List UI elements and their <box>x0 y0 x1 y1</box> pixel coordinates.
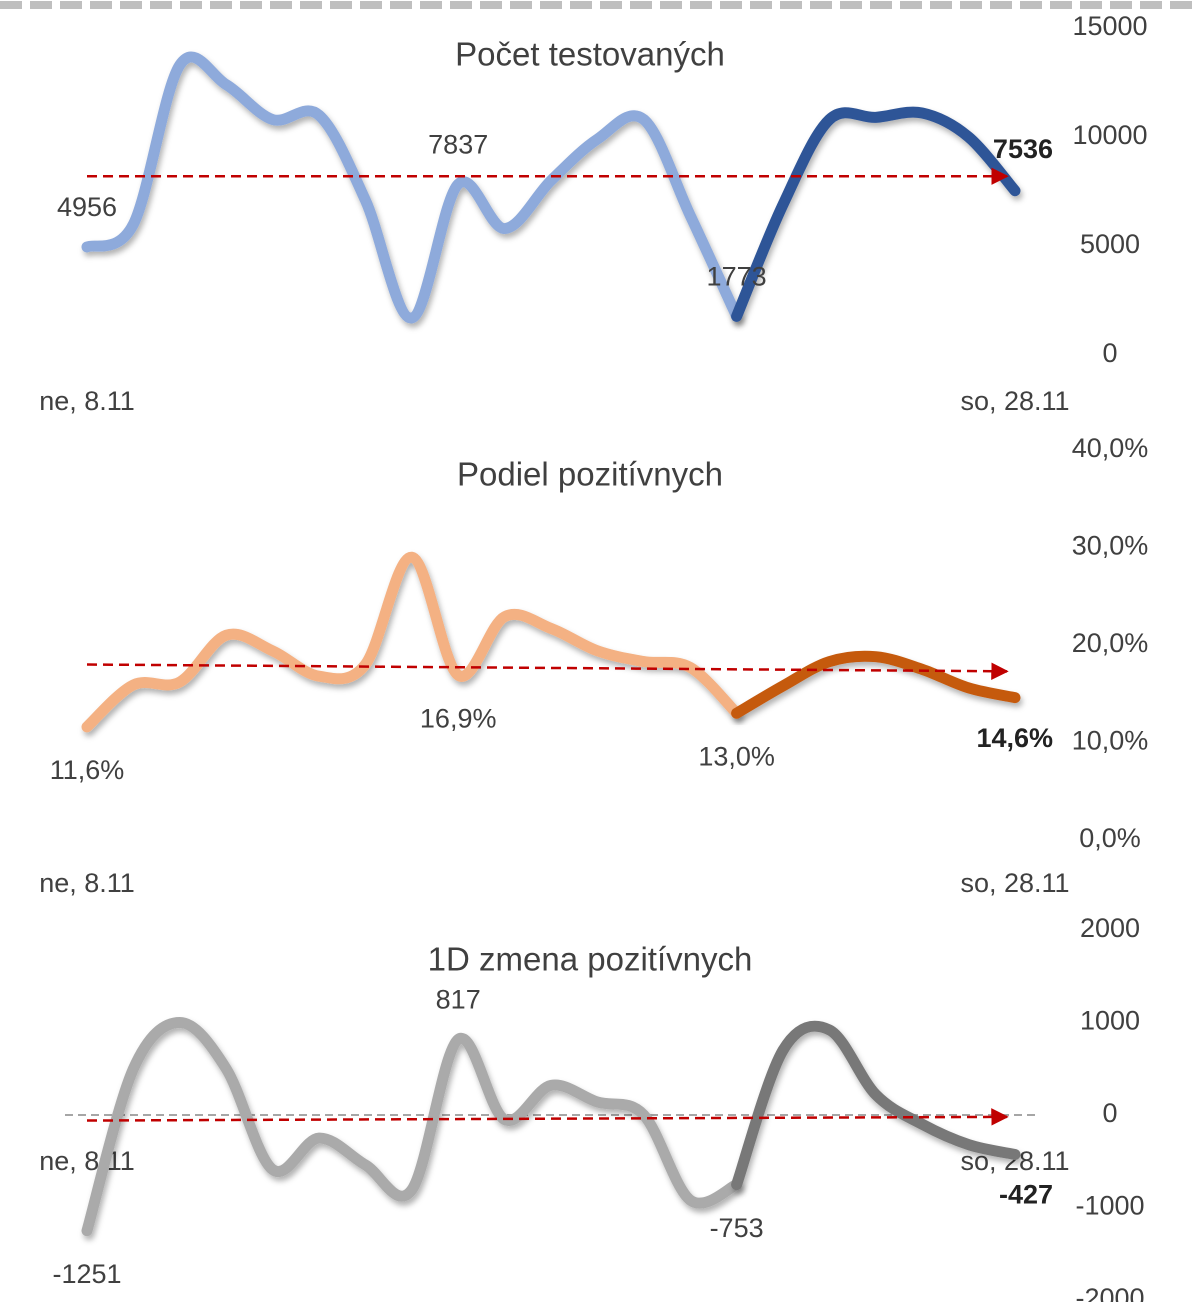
data-label: 14,6% <box>976 723 1053 753</box>
data-label: 11,6% <box>50 755 125 785</box>
trend-line <box>86 1108 1009 1126</box>
data-label: -753 <box>710 1213 764 1243</box>
y-tick-label: 5000 <box>1080 229 1140 259</box>
y-tick-label: 20,0% <box>1072 628 1149 658</box>
data-label: 817 <box>436 985 481 1015</box>
series-line <box>731 106 1021 322</box>
series-line <box>81 51 743 324</box>
chart-title: 1D zmena pozitívnych <box>428 941 753 978</box>
series-line <box>81 1016 743 1237</box>
data-label: 13,0% <box>698 741 775 771</box>
x-tick-label: ne, 8.11 <box>39 1146 135 1176</box>
x-tick-label: so, 28.11 <box>960 868 1069 898</box>
data-label: 1773 <box>707 261 767 291</box>
y-tick-label: 0 <box>1102 338 1117 368</box>
y-tick-label: 30,0% <box>1072 531 1149 561</box>
y-tick-label: 15000 <box>1072 11 1147 41</box>
y-tick-label: 1000 <box>1080 1006 1140 1036</box>
chart-title: Podiel pozitívnych <box>457 456 723 493</box>
data-label: -427 <box>999 1180 1053 1210</box>
x-tick-label: so, 28.11 <box>960 386 1069 416</box>
series-line <box>81 551 743 733</box>
data-label: 16,9% <box>420 703 497 733</box>
y-tick-label: 2000 <box>1080 913 1140 943</box>
y-tick-label: 10,0% <box>1072 726 1149 756</box>
y-tick-label: 40,0% <box>1072 433 1149 463</box>
y-tick-label: -1000 <box>1075 1191 1144 1221</box>
x-tick-label: ne, 8.11 <box>39 386 135 416</box>
chart-title: Počet testovaných <box>455 36 725 73</box>
trend-line <box>86 662 1009 680</box>
y-tick-label: 0,0% <box>1079 823 1141 853</box>
data-label: 4956 <box>57 192 117 222</box>
series-line <box>731 1020 1021 1191</box>
data-label: 7536 <box>993 134 1053 164</box>
data-label: 7837 <box>428 129 488 159</box>
y-tick-label: -2000 <box>1075 1283 1144 1302</box>
y-tick-label: 0 <box>1102 1098 1117 1128</box>
y-tick-label: 10000 <box>1072 120 1147 150</box>
x-tick-label: ne, 8.11 <box>39 868 135 898</box>
series-line <box>731 650 1021 719</box>
data-label: -1251 <box>52 1259 121 1289</box>
